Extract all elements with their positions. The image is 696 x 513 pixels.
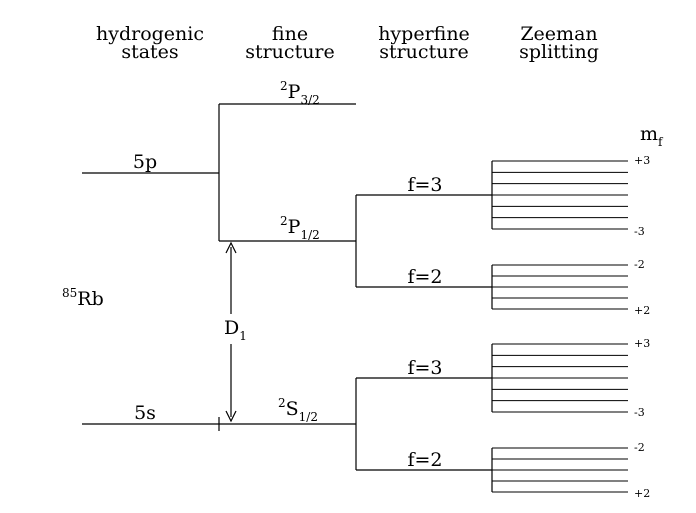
header-zeeman-line2: splitting [519, 41, 599, 63]
header-zeeman-line1: Zeeman [520, 23, 597, 45]
mf-p-f3-top-label: +3 [634, 154, 650, 167]
zeeman-group-s-f2 [492, 447, 628, 493]
header-fine-line2: structure [245, 41, 335, 63]
level-p-f3-label: f=3 [407, 174, 442, 196]
mf-s-f3-bottom-label: -3 [634, 406, 645, 419]
header-fine-structure: fine structure [245, 23, 335, 63]
d1-arrowhead-down-icon [225, 410, 237, 423]
mf-p-f2-top-label: -2 [634, 258, 645, 271]
mf-header: mf [640, 123, 664, 149]
header-fine-line1: fine [272, 23, 308, 45]
level-p-f2-label: f=2 [407, 266, 442, 288]
level-2p12-label: 2P1/2 [280, 214, 320, 242]
mf-p-f3-bottom-label: -3 [634, 225, 645, 238]
level-2s12-label: 2S1/2 [278, 396, 318, 424]
zeeman-group-p-f2 [492, 264, 628, 310]
mf-s-f2-bottom-label: +2 [634, 487, 650, 500]
zeeman-group-p-f3 [492, 160, 628, 230]
d1-label: D1 [224, 317, 247, 343]
mf-p-f2-bottom-label: +2 [634, 304, 650, 317]
mf-s-f3-top-label: +3 [634, 337, 650, 350]
level-5p-label: 5p [133, 151, 157, 173]
level-2p32-label: 2P3/2 [280, 79, 320, 107]
header-hydrogenic-states: hydrogenic states [96, 23, 204, 63]
d1-arrowhead-up-icon [225, 241, 237, 254]
level-s-f3-label: f=3 [407, 357, 442, 379]
header-hydrogenic-line1: hydrogenic [96, 23, 204, 45]
header-hyperfine-structure: hyperfine structure [378, 23, 470, 63]
atom-label: 85Rb [62, 286, 104, 310]
header-zeeman-splitting: Zeeman splitting [519, 23, 599, 63]
mf-s-f2-top-label: -2 [634, 441, 645, 454]
zeeman-group-s-f3 [492, 343, 628, 413]
header-hyperfine-line2: structure [379, 41, 469, 63]
d1-label-backdrop [220, 314, 250, 344]
level-5s-label: 5s [134, 402, 156, 424]
level-s-f2-label: f=2 [407, 449, 442, 471]
header-hydrogenic-line2: states [121, 41, 178, 63]
header-hyperfine-line1: hyperfine [378, 23, 470, 45]
